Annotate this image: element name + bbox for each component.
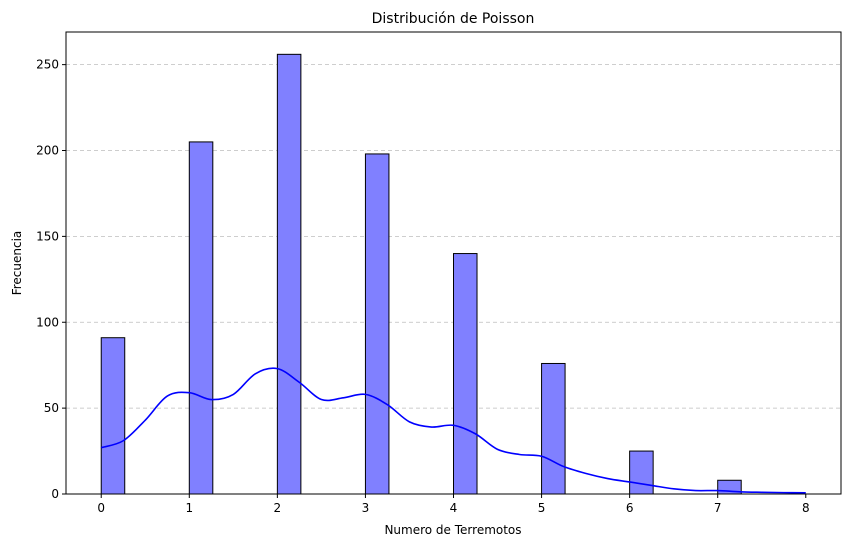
y-tick-label: 250	[36, 58, 59, 72]
kde-curve	[100, 367, 806, 494]
x-axis-ticks: 0 1 2 3 4 5 6 7 8	[97, 494, 810, 515]
histogram-bar	[100, 337, 126, 495]
x-tick-label: 4	[450, 501, 458, 515]
kde-curve-layer	[100, 367, 806, 494]
histogram-bar	[188, 141, 214, 495]
histogram-bar	[276, 53, 302, 495]
histogram-bar	[364, 153, 390, 495]
y-axis-ticks: 0 50 100 150 200 250	[36, 58, 66, 501]
x-axis-title: Numero de Terremotos	[384, 523, 521, 537]
x-tick-label: 7	[714, 501, 722, 515]
chart-title: Distribución de Poisson	[372, 11, 535, 27]
y-axis-title: Frecuencia	[10, 231, 24, 296]
x-tick-label: 5	[538, 501, 546, 515]
x-tick-label: 2	[274, 501, 282, 515]
x-tick-label: 8	[802, 501, 810, 515]
x-tick-label: 0	[97, 501, 105, 515]
y-tick-label: 0	[51, 487, 59, 501]
histogram-bar	[629, 450, 654, 495]
y-tick-label: 50	[44, 401, 59, 415]
y-tick-label: 150	[36, 229, 59, 243]
x-tick-label: 3	[362, 501, 370, 515]
x-tick-label: 1	[185, 501, 193, 515]
x-tick-label: 6	[626, 501, 634, 515]
y-tick-label: 100	[36, 315, 59, 329]
histogram-bar	[453, 253, 478, 495]
histogram-bar	[541, 362, 566, 495]
histogram-bars	[100, 53, 742, 495]
y-tick-label: 200	[36, 144, 59, 158]
